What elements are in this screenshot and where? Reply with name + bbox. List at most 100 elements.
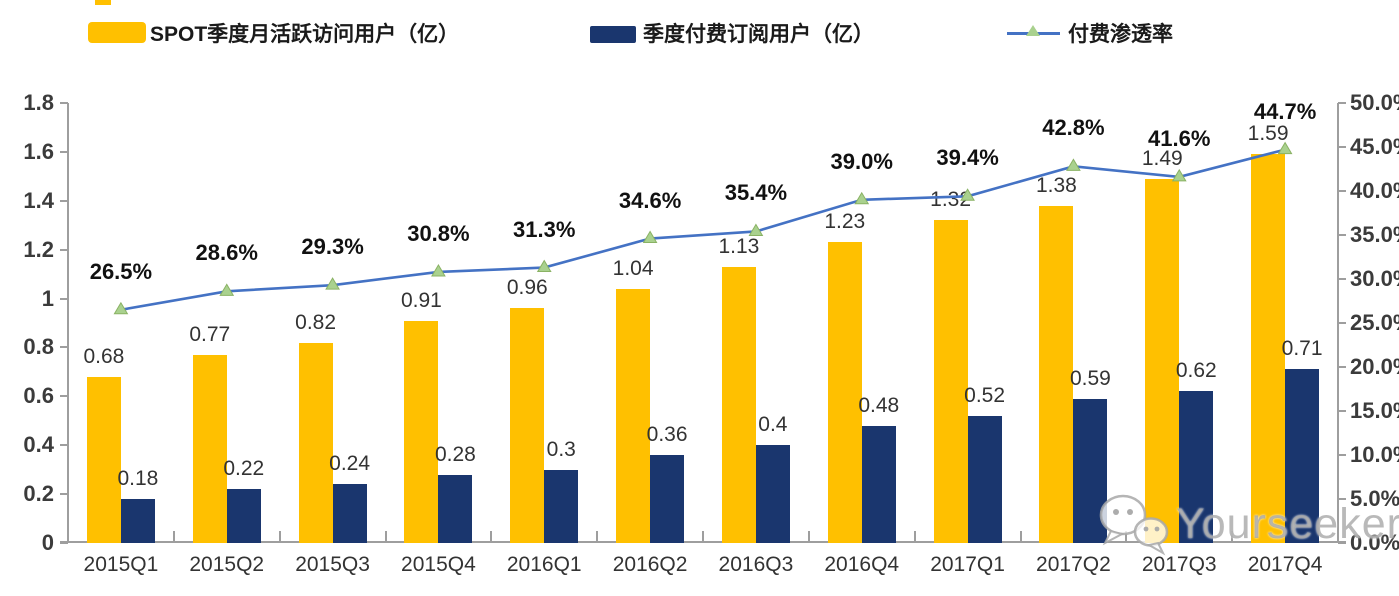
value-label-subs: 0.4 [758, 413, 788, 437]
pct-label-2015Q1: 26.5% [89, 258, 153, 284]
value-label-mau: 0.68 [83, 344, 125, 368]
x-tick-label-2016Q3: 2016Q3 [718, 553, 794, 576]
pct-label-2016Q2: 34.6% [618, 187, 682, 213]
bar-subs-2017Q3 [1179, 391, 1214, 543]
x-axis-tick [807, 531, 810, 543]
bar-subs-2015Q4 [438, 474, 473, 543]
x-tick-label-2015Q1: 2015Q1 [83, 553, 159, 576]
x-tick-label-2017Q3: 2017Q3 [1141, 553, 1217, 576]
y-left-tick [60, 199, 68, 202]
penetration-marker [113, 301, 129, 315]
y-right-tick-label: 10.0% [1350, 442, 1399, 467]
penetration-marker [642, 230, 658, 244]
bar-subs-2017Q4 [1285, 369, 1320, 543]
y-right-tick [1338, 234, 1346, 236]
y-left-tick-label: 0.6 [23, 383, 54, 409]
y-left-tick [60, 542, 68, 544]
x-tick-label-2015Q2: 2015Q2 [189, 553, 265, 576]
x-tick-label-2017Q2: 2017Q2 [1036, 553, 1111, 576]
y-right-tick-label: 15.0% [1350, 398, 1399, 423]
y-right-tick-label: 45.0% [1350, 134, 1399, 159]
y-left-tick [60, 395, 68, 398]
bar-subs-2015Q2 [226, 489, 261, 543]
x-axis-tick [702, 531, 704, 543]
y-right-tick-label: 0.0% [1350, 530, 1399, 555]
y-left-tick-label: 1.2 [23, 236, 54, 262]
value-label-subs: 0.48 [858, 393, 900, 417]
bar-subs-2015Q1 [120, 499, 155, 543]
y-left-tick-label: 0 [41, 530, 54, 555]
value-label-mau: 0.82 [295, 310, 337, 334]
legend-item-penetration-label: 付费渗透率 [1068, 23, 1173, 46]
y-left-tick [60, 444, 68, 447]
y-left-tick [60, 346, 68, 349]
y-right-tick [1338, 278, 1346, 280]
pct-label-2015Q2: 28.6% [195, 240, 258, 266]
pct-label-2015Q4: 30.8% [407, 220, 470, 246]
y-right-tick-label: 20.0% [1350, 354, 1399, 379]
value-label-subs: 0.62 [1175, 359, 1217, 383]
penetration-legend-marker-icon [1026, 25, 1040, 36]
y-right-tick [1338, 542, 1346, 544]
pct-label-2017Q3: 41.6% [1148, 125, 1211, 151]
value-label-subs: 0.71 [1281, 337, 1323, 361]
value-label-subs: 0.59 [1069, 366, 1111, 390]
y-left-tick [60, 297, 68, 300]
pct-label-2016Q4: 39.0% [830, 148, 893, 174]
y-right-tick-label: 50.0% [1350, 90, 1399, 115]
value-label-mau: 1.32 [930, 188, 972, 212]
y-right-tick [1338, 146, 1346, 148]
y-left-tick-label: 0.2 [23, 481, 54, 507]
value-label-mau: 0.91 [400, 288, 442, 312]
bar-mau-2017Q1 [933, 220, 968, 543]
penetration-marker [325, 277, 340, 290]
y-right-tick-label: 30.0% [1350, 266, 1399, 291]
x-tick-label-2017Q1: 2017Q1 [930, 553, 1005, 576]
value-label-subs: 0.36 [646, 423, 688, 446]
y-right-tick-label: 35.0% [1350, 222, 1399, 247]
value-label-mau: 1.23 [824, 210, 866, 234]
penetration-marker [219, 283, 235, 296]
bar-subs-2015Q3 [332, 484, 367, 543]
value-label-subs: 0.3 [546, 437, 576, 461]
legend-item-mau-label: SPOT季度月活跃访问用户（亿） [150, 23, 460, 46]
value-label-mau: 1.38 [1035, 173, 1077, 197]
y-right-tick [1338, 454, 1346, 456]
x-axis-tick [1125, 531, 1128, 543]
value-label-mau: 1.59 [1247, 122, 1289, 146]
y-right-tick-label: 40.0% [1350, 178, 1399, 203]
y-left-tick [60, 150, 68, 153]
x-axis-tick [67, 531, 69, 543]
legend-item-subs-label: 季度付费订阅用户（亿） [643, 23, 874, 46]
bar-mau-2016Q3 [721, 266, 756, 543]
value-label-subs: 0.22 [223, 457, 265, 481]
y-left-tick-label: 1.4 [23, 187, 54, 213]
bar-subs-2016Q4 [861, 425, 896, 543]
top-edge-artifact [95, 0, 111, 5]
y-right-tick-label: 25.0% [1350, 310, 1399, 335]
value-label-subs: 0.52 [964, 383, 1006, 407]
value-label-mau: 1.13 [718, 234, 760, 258]
x-tick-label-2016Q1: 2016Q1 [506, 553, 582, 576]
x-tick-label-2017Q4: 2017Q4 [1247, 553, 1323, 576]
x-tick-label-2016Q4: 2016Q4 [824, 553, 900, 576]
penetration-marker [431, 263, 446, 277]
value-label-mau: 0.77 [189, 322, 231, 346]
x-axis-tick [172, 531, 175, 543]
x-axis-tick [490, 531, 493, 543]
legend-item-subs [590, 26, 636, 43]
x-tick-label-2015Q3: 2015Q3 [295, 553, 370, 576]
x-axis-tick [1019, 531, 1022, 543]
y-right-tick [1338, 366, 1346, 368]
bar-subs-2017Q2 [1073, 398, 1108, 543]
y-right-tick [1338, 190, 1346, 192]
pct-label-2016Q1: 31.3% [513, 216, 576, 242]
y-left-tick [60, 102, 68, 104]
penetration-marker [536, 259, 552, 273]
x-axis-tick [1231, 531, 1234, 543]
bar-subs-2016Q2 [650, 455, 685, 543]
penetration-marker [1066, 158, 1081, 171]
y-left-tick [60, 493, 68, 496]
pct-label-2017Q1: 39.4% [936, 145, 999, 171]
